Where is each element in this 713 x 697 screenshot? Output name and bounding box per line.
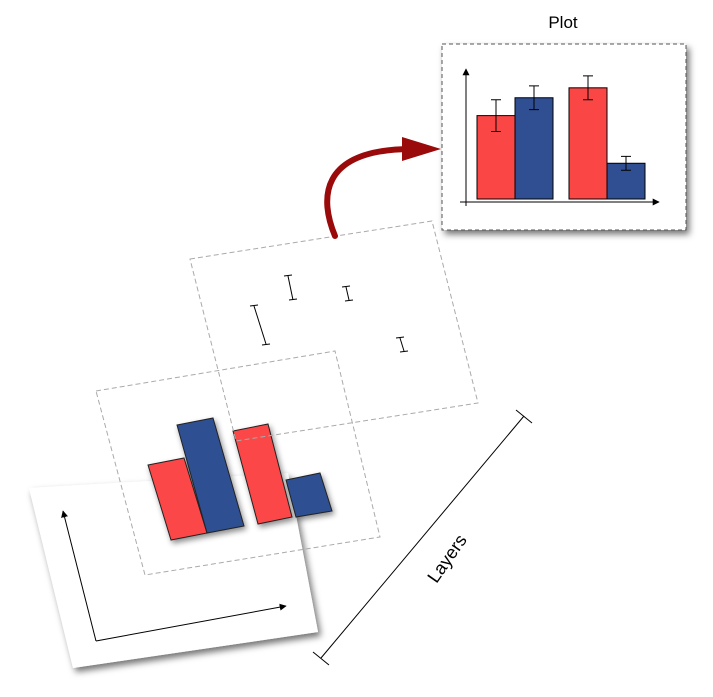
plot-bars — [476, 75, 646, 200]
compose-arrow-head — [402, 137, 441, 161]
plot-errorbar-red-2 — [583, 75, 593, 101]
errorbars-layer-sheet — [189, 220, 479, 442]
layers-dimension: Layers — [312, 409, 533, 666]
plot-errorbar-blue-2 — [621, 155, 631, 171]
plot-panel: Plot — [441, 13, 687, 231]
layer-bar-blue-1 — [176, 417, 245, 534]
layer-bar-blue-2 — [285, 472, 333, 518]
axes-layer-y-axis — [61, 510, 97, 642]
errorbars-layer — [189, 220, 479, 442]
bars-layer-bars — [147, 417, 333, 541]
layers-dimension-tick-top — [515, 409, 533, 424]
layer-errorbar-1 — [249, 304, 271, 346]
bars-layer-sheet — [95, 350, 381, 576]
plot-errorbar-red-1 — [491, 99, 501, 132]
compose-arrow — [324, 137, 441, 239]
layer-errorbar-2 — [283, 274, 298, 301]
bars-layer — [95, 350, 381, 576]
layer-errorbar-4 — [395, 336, 409, 353]
layer-bar-red-2 — [232, 423, 293, 525]
plot-title: Plot — [548, 13, 578, 32]
plot-bar-red-2 — [568, 87, 608, 200]
layers-dimension-tick-bottom — [312, 651, 330, 666]
plot-bar-blue-1 — [514, 97, 554, 200]
plot-errorbar-blue-1 — [529, 85, 539, 111]
axes-layer-x-axis — [95, 603, 287, 642]
layer-errorbar-3 — [341, 285, 354, 302]
errorbars-layer-marks — [249, 274, 409, 353]
layers-label: Layers — [423, 531, 470, 587]
layers-dimension-line — [320, 415, 525, 659]
compose-arrow-shaft — [324, 146, 413, 239]
